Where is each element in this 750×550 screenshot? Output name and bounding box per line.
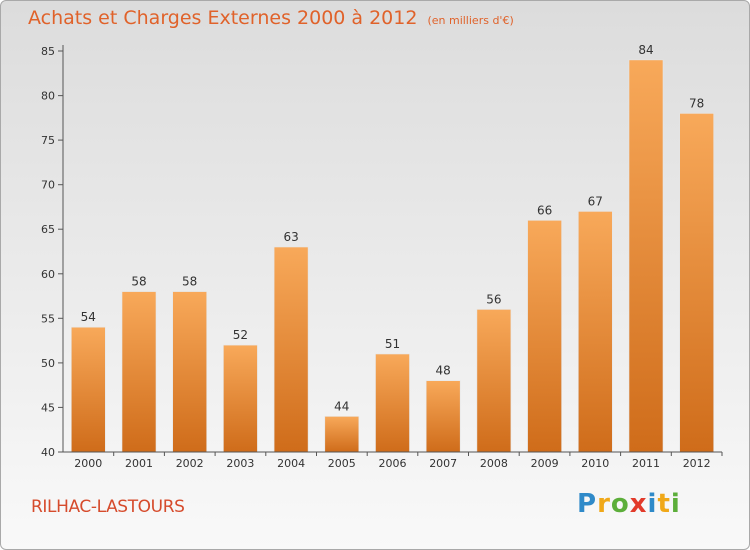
x-tick-label: 2005 bbox=[328, 457, 356, 470]
proxiti-logo: Proxiti bbox=[577, 489, 681, 519]
bar-value-label: 58 bbox=[131, 275, 146, 289]
bar-value-label: 78 bbox=[689, 96, 704, 110]
x-tick-label: 2008 bbox=[480, 457, 508, 470]
x-tick-label: 2011 bbox=[632, 457, 660, 470]
x-tick-label: 2000 bbox=[74, 457, 102, 470]
bar-value-label: 66 bbox=[537, 203, 552, 217]
bar bbox=[527, 220, 562, 453]
x-tick-label: 2003 bbox=[226, 457, 254, 470]
bar-value-label: 44 bbox=[334, 399, 349, 413]
bar bbox=[476, 309, 512, 453]
y-tick-label: 65 bbox=[41, 223, 55, 236]
logo-letter: i bbox=[647, 489, 658, 519]
bar-value-label: 63 bbox=[283, 230, 298, 244]
bar bbox=[324, 416, 360, 453]
bar-value-label: 51 bbox=[385, 337, 400, 351]
y-tick-label: 85 bbox=[41, 45, 55, 58]
bar bbox=[628, 59, 664, 453]
bar-value-label: 56 bbox=[486, 292, 501, 306]
chart-title-text: Achats et Charges Externes 2000 à 2012 bbox=[28, 7, 418, 29]
y-tick-label: 60 bbox=[41, 268, 55, 281]
bar bbox=[121, 291, 157, 453]
logo-letter: t bbox=[657, 489, 671, 519]
y-tick-label: 50 bbox=[41, 357, 55, 370]
bar bbox=[71, 326, 106, 453]
bar bbox=[679, 113, 715, 453]
x-tick-label: 2002 bbox=[176, 457, 204, 470]
x-tick-label: 2012 bbox=[683, 457, 711, 470]
bars-layer: 54 58 58 52 63 44 51 48 56 66 67 84 78 bbox=[71, 43, 715, 453]
bar bbox=[577, 211, 613, 453]
y-tick-label: 70 bbox=[41, 179, 55, 192]
y-tick-label: 40 bbox=[41, 446, 55, 459]
y-tick-label: 80 bbox=[41, 90, 55, 103]
x-tick-label: 2007 bbox=[429, 457, 457, 470]
x-tick-label: 2001 bbox=[125, 457, 153, 470]
logo-letter: i bbox=[670, 489, 681, 519]
x-tick-label: 2004 bbox=[277, 457, 305, 470]
logo-letter: P bbox=[577, 489, 598, 519]
y-tick-label: 45 bbox=[41, 401, 55, 414]
bar-value-label: 48 bbox=[436, 364, 451, 378]
bar-value-label: 58 bbox=[182, 275, 197, 289]
y-tick-label: 75 bbox=[41, 134, 55, 147]
bar bbox=[375, 353, 410, 453]
axes-layer: 2000 2001 2002 2003 2004 2005 2006 2007 2008 2009… bbox=[41, 45, 723, 470]
bar bbox=[273, 246, 309, 453]
bar-value-label: 84 bbox=[638, 43, 653, 57]
x-tick-label: 2009 bbox=[531, 457, 559, 470]
bar-value-label: 67 bbox=[588, 194, 603, 208]
logo-letter: r bbox=[597, 489, 611, 519]
bar-value-label: 52 bbox=[233, 328, 248, 342]
bar-value-label: 54 bbox=[81, 310, 96, 324]
logo-letter: o bbox=[610, 489, 630, 519]
bar bbox=[172, 291, 207, 453]
chart-title: Achats et Charges Externes 2000 à 2012 (e… bbox=[28, 7, 514, 29]
logo-letter: x bbox=[629, 489, 648, 519]
bar bbox=[223, 344, 258, 453]
x-tick-label: 2006 bbox=[379, 457, 407, 470]
chart-unit-text: (en milliers d'€) bbox=[427, 14, 514, 27]
y-tick-label: 55 bbox=[41, 312, 55, 325]
commune-name: RILHAC-LASTOURS bbox=[31, 497, 185, 517]
x-tick-label: 2010 bbox=[581, 457, 609, 470]
bar bbox=[425, 380, 461, 453]
